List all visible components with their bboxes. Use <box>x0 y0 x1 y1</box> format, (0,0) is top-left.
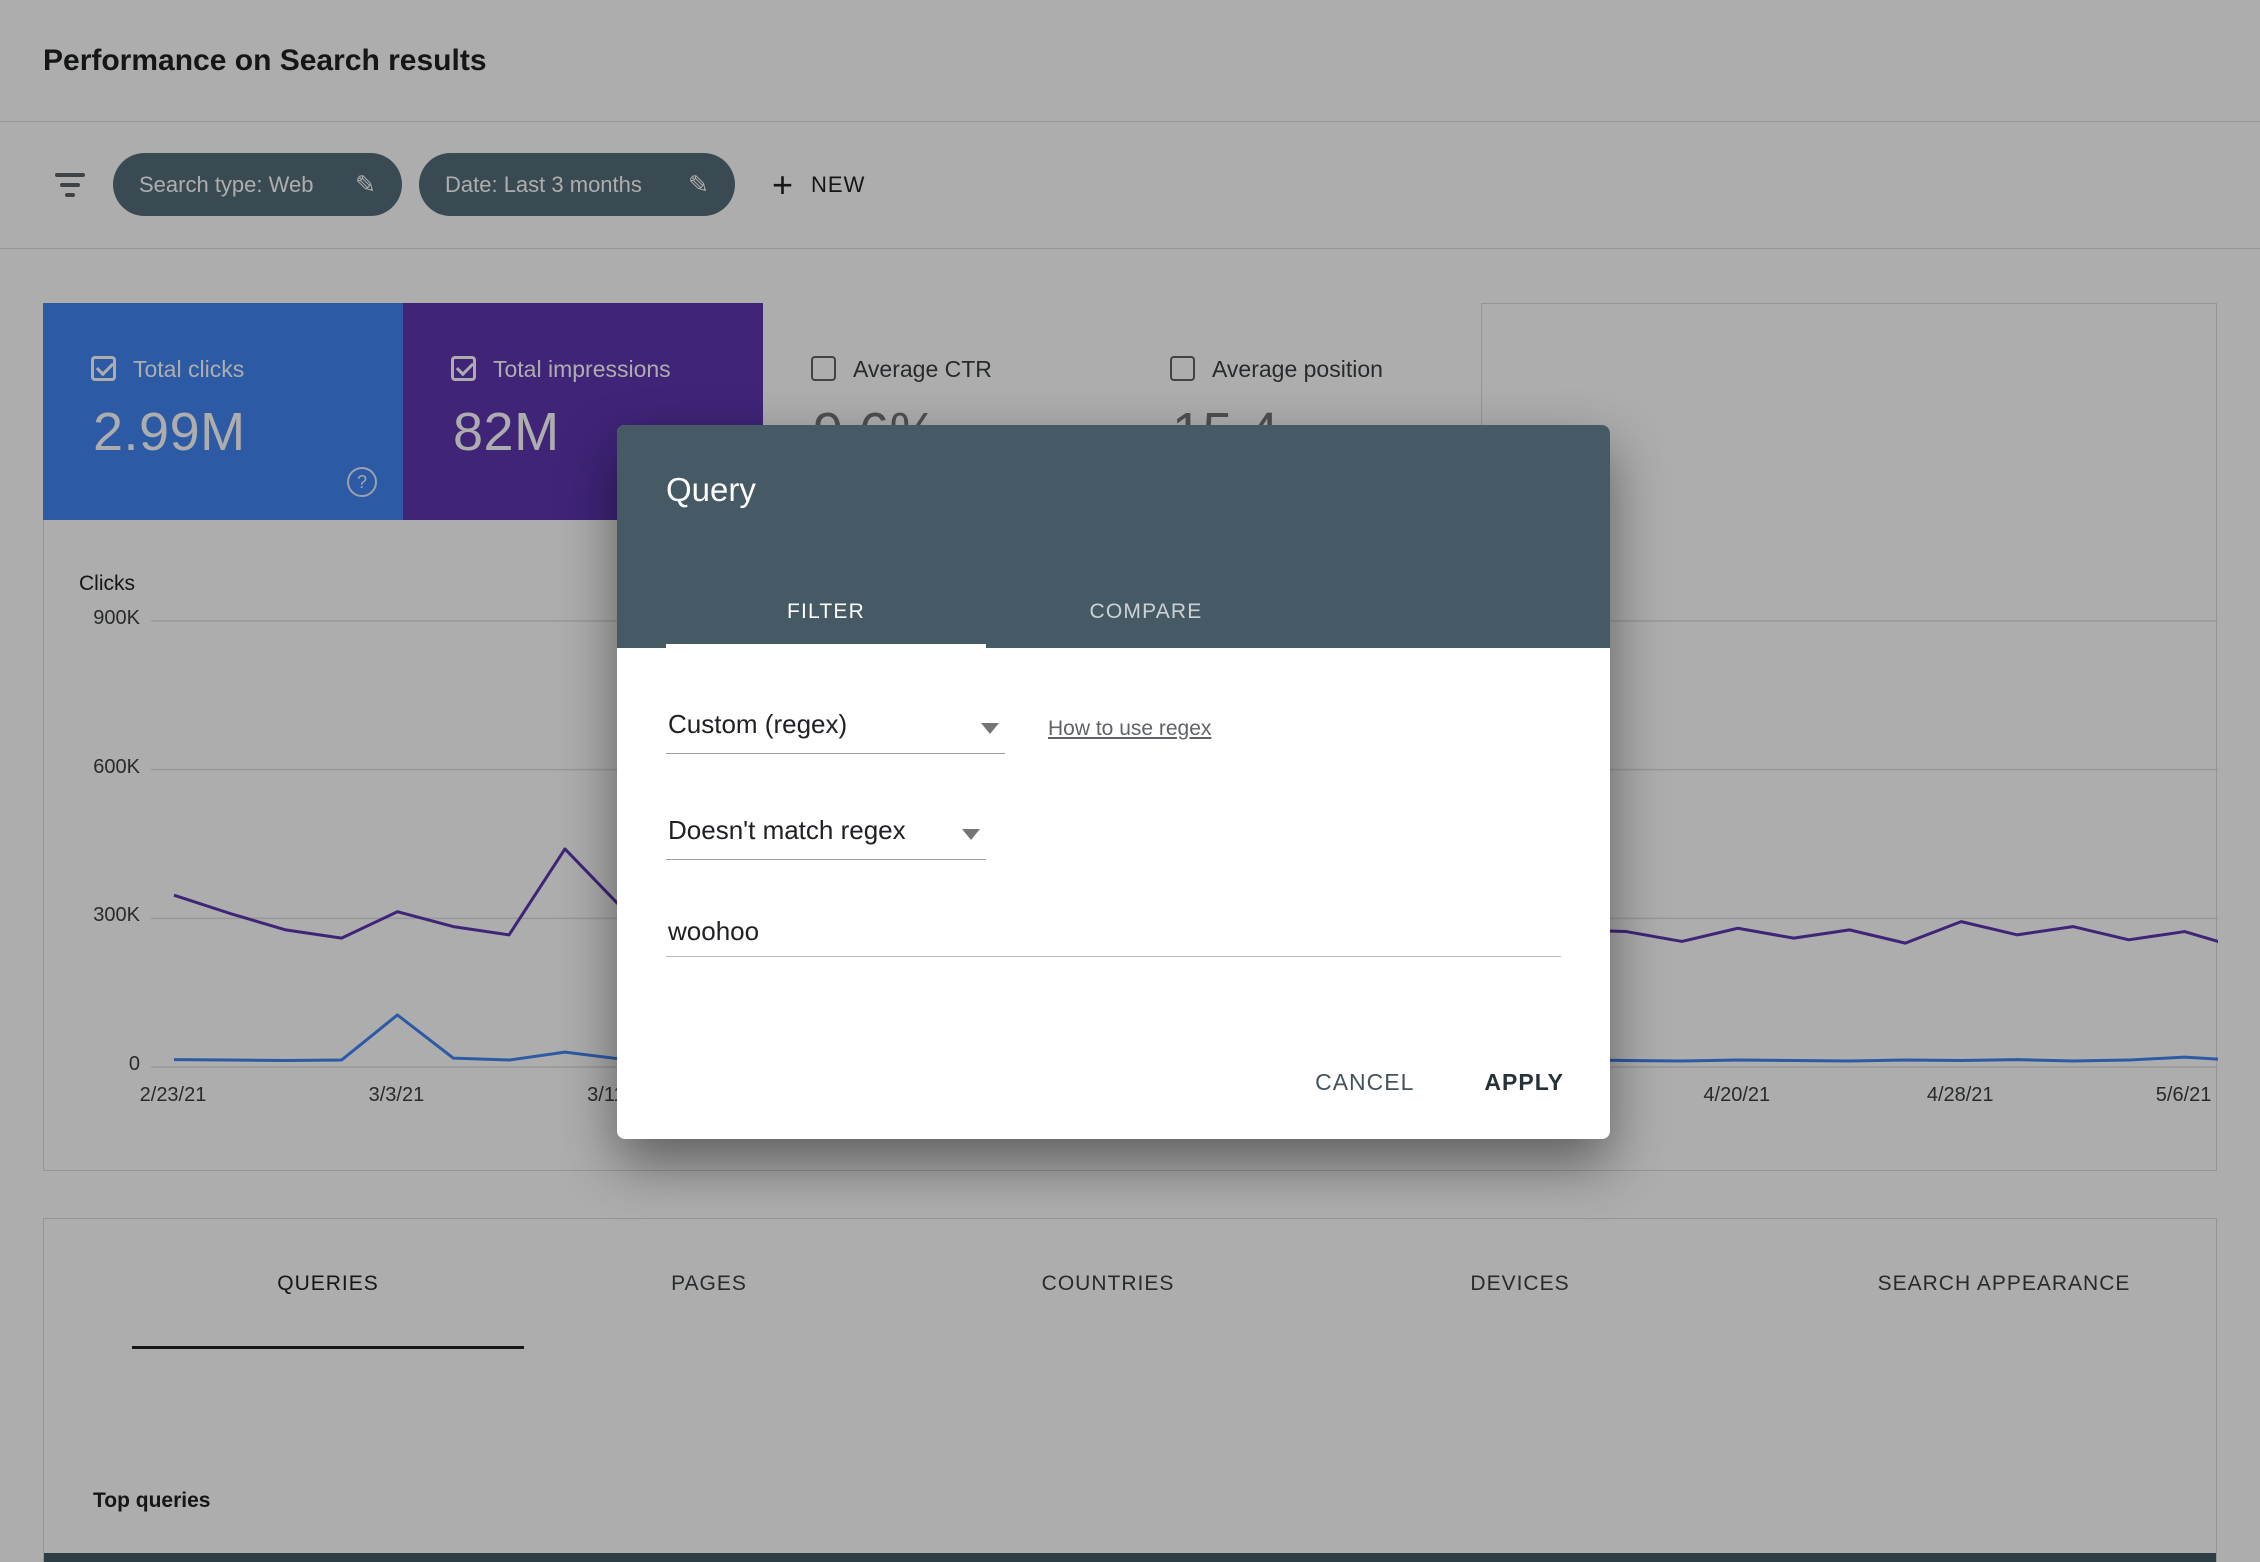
help-icon[interactable]: ? <box>347 467 377 497</box>
metric-label: Total clicks <box>133 356 245 382</box>
search-type-chip[interactable]: Search type: Web ✎ <box>113 153 402 216</box>
y-axis-tick-label: 300K <box>93 904 140 927</box>
x-axis-tick-label: 2/23/21 <box>139 1084 207 1106</box>
metric-value: 82M <box>453 402 560 462</box>
table-header-label: Top queries <box>93 1489 211 1512</box>
plus-icon: + <box>772 163 794 205</box>
tab-pages[interactable]: PAGES <box>671 1272 747 1295</box>
dropdown-arrow-icon <box>981 723 999 734</box>
x-axis-tick-label: 5/6/21 <box>2155 1084 2212 1106</box>
y-axis-tick-label: 900K <box>93 607 140 629</box>
tab-queries[interactable]: QUERIES <box>277 1272 379 1295</box>
metric-label: Average position <box>1212 356 1383 382</box>
tab-countries[interactable]: COUNTRIES <box>1041 1272 1175 1295</box>
dialog-tab-filter[interactable]: FILTER <box>787 600 865 623</box>
tab-devices[interactable]: DEVICES <box>1470 1272 1570 1295</box>
metric-value: 2.99M <box>93 402 246 462</box>
table-header-row: Top queries <box>44 1449 2216 1553</box>
match-type-value: Doesn't match regex <box>668 815 906 845</box>
tab-search-appearance[interactable]: SEARCH APPEARANCE <box>1877 1272 2131 1295</box>
regex-help-link[interactable]: How to use regex <box>1048 717 1212 740</box>
table-column-header-strip <box>44 1553 2216 1562</box>
checkbox-checked-icon[interactable] <box>451 356 476 381</box>
dialog-footer: CANCEL APPLY <box>1309 1057 1570 1108</box>
query-value-input[interactable] <box>666 907 1561 957</box>
new-filter-button[interactable]: + NEW <box>772 153 865 216</box>
edit-pencil-icon[interactable]: ✎ <box>688 170 709 199</box>
y-axis-tick-label: 0 <box>128 1053 140 1075</box>
checkbox-checked-icon[interactable] <box>91 356 116 381</box>
dropdown-arrow-icon <box>962 829 980 840</box>
checkbox-unchecked-icon[interactable] <box>811 356 836 381</box>
match-type-select[interactable]: Doesn't match regex <box>666 807 986 860</box>
active-dialog-tab-underline <box>666 644 986 648</box>
search-type-chip-label: Search type: Web <box>139 171 314 197</box>
filter-icon-bar <box>55 173 85 177</box>
filter-type-value: Custom (regex) <box>668 709 848 739</box>
x-axis-tick-label: 3/3/21 <box>368 1084 425 1106</box>
dimensions-table-card: QUERIES PAGES COUNTRIES DEVICES SEARCH A… <box>43 1218 2217 1562</box>
filter-icon-bar <box>60 183 80 187</box>
page-title: Performance on Search results <box>43 44 487 77</box>
new-filter-label: NEW <box>811 171 866 197</box>
apply-button[interactable]: APPLY <box>1478 1057 1570 1108</box>
filter-icon[interactable] <box>52 170 88 200</box>
edit-pencil-icon[interactable]: ✎ <box>355 170 376 199</box>
metric-label: Average CTR <box>853 356 992 382</box>
date-range-chip-label: Date: Last 3 months <box>445 171 642 197</box>
x-axis-tick-label: 4/28/21 <box>1926 1084 1994 1106</box>
filter-type-select[interactable]: Custom (regex) <box>666 701 1005 754</box>
cancel-button[interactable]: CANCEL <box>1309 1057 1420 1108</box>
y-axis-title: Clicks <box>79 572 135 595</box>
y-axis-tick-label: 600K <box>93 755 140 778</box>
page-header: Performance on Search results <box>0 0 2260 122</box>
date-range-chip[interactable]: Date: Last 3 months ✎ <box>419 153 735 216</box>
dialog-title: Query <box>666 471 756 508</box>
filter-bar: Search type: Web ✎ Date: Last 3 months ✎… <box>0 122 2260 249</box>
x-axis-tick-label: 4/20/21 <box>1703 1084 1771 1106</box>
query-filter-dialog: Query FILTER COMPARE Custom (regex) How … <box>617 425 1610 1139</box>
active-tab-underline <box>132 1346 524 1350</box>
checkbox-unchecked-icon[interactable] <box>1170 356 1195 381</box>
dialog-header: Query FILTER COMPARE <box>617 425 1610 648</box>
dialog-tab-compare[interactable]: COMPARE <box>1089 600 1203 623</box>
metric-label: Total impressions <box>493 356 671 382</box>
filter-icon-bar <box>65 193 75 197</box>
metric-card-total-clicks[interactable]: Total clicks 2.99M ? <box>43 303 403 520</box>
